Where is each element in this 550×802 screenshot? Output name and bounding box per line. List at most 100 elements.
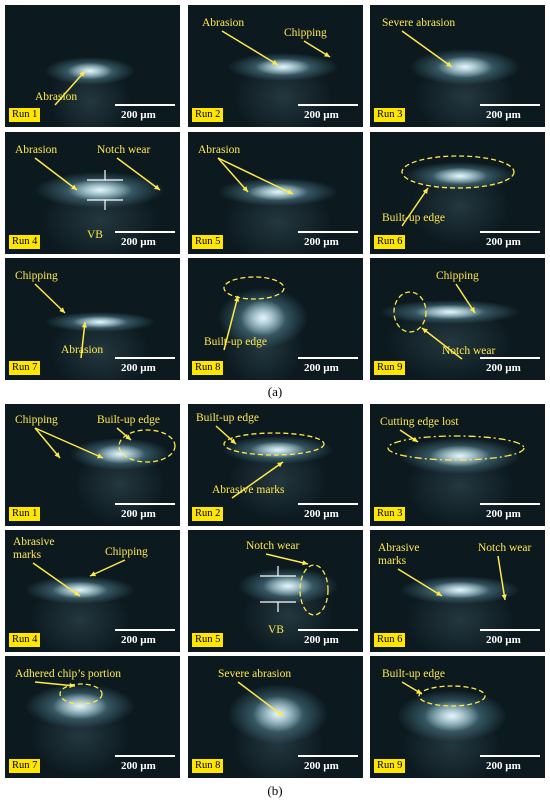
- scale-label: 200 µm: [486, 236, 521, 248]
- micrograph: Built-up edge 200 µm Run 8: [188, 258, 363, 380]
- arrow-head: [277, 462, 283, 468]
- arrow-head: [230, 438, 236, 444]
- micrograph: Abrasion Notch wear VB 200 µm Run 4: [5, 132, 180, 254]
- scale-label: 200 µm: [121, 760, 156, 772]
- scale-label: 200 µm: [304, 634, 339, 646]
- scale-label: 200 µm: [486, 760, 521, 772]
- run-label: Run 5: [192, 633, 224, 647]
- annotation: Abrasive marks: [13, 536, 55, 561]
- micrograph: Cutting edge lost 200 µm Run 3: [370, 404, 545, 526]
- arrow-head: [272, 59, 278, 65]
- overlay: [223, 276, 358, 359]
- arrow-head: [59, 307, 65, 313]
- overlay: [34, 681, 175, 757]
- micrograph: Chipping Abrasion 200 µm Run 7: [5, 258, 180, 380]
- scale-label: 200 µm: [486, 362, 521, 374]
- annotation: Notch wear: [246, 540, 300, 552]
- arrow-head: [154, 184, 160, 190]
- arrow-head: [97, 453, 103, 459]
- highlight-ellipse: [299, 564, 329, 616]
- annotation: Built-up edge: [204, 336, 267, 348]
- arrow-head: [446, 61, 452, 67]
- arrow-line: [221, 30, 279, 66]
- arrow-line: [89, 559, 126, 577]
- annotation: Abrasive marks: [378, 542, 420, 567]
- scale-label: 200 µm: [486, 109, 521, 121]
- micrograph: Severe abrasion 200 µm Run 3: [370, 5, 545, 127]
- run-label: Run 6: [374, 633, 406, 647]
- annotation: Abrasion: [15, 144, 58, 156]
- arrow-head: [436, 590, 442, 596]
- overlay: [401, 30, 540, 106]
- arrow-line: [455, 283, 476, 314]
- overlay: [32, 559, 175, 631]
- run-label: Run 4: [9, 633, 41, 647]
- arrow-head: [125, 434, 131, 440]
- micrograph: Adhered chip’s portion 200 µm Run 7: [5, 656, 180, 778]
- arrow-line: [54, 70, 86, 106]
- arrow-line: [34, 681, 76, 687]
- arrow-line: [397, 568, 443, 597]
- annotation: Chipping: [15, 270, 58, 282]
- overlay: [34, 427, 176, 505]
- arrow-line: [265, 553, 309, 565]
- overlay: [221, 30, 358, 106]
- scale-label: 200 µm: [304, 236, 339, 248]
- highlight-ellipse: [387, 435, 525, 461]
- micrograph: Chipping Built-up edge 200 µm Run 1: [5, 404, 180, 526]
- overlay: [260, 553, 358, 631]
- scale-label: 200 µm: [121, 362, 156, 374]
- annotation: Chipping: [284, 27, 327, 39]
- annotation: Notch wear: [97, 144, 151, 156]
- micrograph: Abrasion Chipping 200 µm Run 2: [188, 5, 363, 127]
- arrow-line: [497, 555, 506, 601]
- arrow-line: [217, 157, 294, 195]
- arrow-line: [401, 187, 429, 227]
- run-label: Run 1: [9, 108, 41, 122]
- arrow-head: [422, 188, 428, 194]
- panel-caption: (b): [267, 783, 283, 798]
- annotation: Built-up edge: [382, 668, 445, 680]
- annotation: Abrasion: [61, 344, 104, 356]
- scale-label: 200 µm: [304, 508, 339, 520]
- micrograph: Notch wear VB 200 µm Run 5: [188, 530, 363, 652]
- run-label: Run 8: [192, 759, 224, 773]
- arrow-line: [116, 157, 161, 191]
- overlay: [397, 555, 540, 631]
- micrograph: Abrasion 200 µm Run 5: [188, 132, 363, 254]
- arrow-head: [79, 71, 85, 77]
- overlay: [393, 283, 540, 360]
- arrow-line: [80, 321, 86, 359]
- arrow-head: [277, 710, 283, 716]
- run-label: Run 8: [192, 361, 224, 375]
- annotation: Notch wear: [478, 542, 532, 554]
- run-label: Run 5: [192, 235, 224, 249]
- overlay: [387, 429, 540, 505]
- arrow-line: [223, 295, 239, 351]
- arrow-line: [32, 562, 81, 597]
- run-label: Run 7: [9, 361, 41, 375]
- scale-label: 200 µm: [304, 362, 339, 374]
- overlay: [215, 425, 358, 505]
- arrow-head: [81, 322, 87, 328]
- annotation: Chipping: [15, 414, 58, 426]
- arrow-line: [217, 157, 249, 193]
- annotation: Built-up edge: [382, 212, 445, 224]
- arrow-head: [71, 184, 77, 190]
- micrograph: Abrasive marks Chipping 200 µm Run 4: [5, 530, 180, 652]
- micrograph: Severe abrasion 200 µm Run 8: [188, 656, 363, 778]
- micrograph: Built-up edge Abrasive marks 200 µm Run 2: [188, 404, 363, 526]
- run-label: Run 2: [192, 507, 224, 521]
- arrow-head: [412, 436, 418, 442]
- annotation: Cutting edge lost: [380, 416, 459, 428]
- run-label: Run 9: [374, 759, 406, 773]
- highlight-ellipse: [393, 291, 427, 333]
- arrow-head: [74, 590, 80, 596]
- annotation: Severe abrasion: [382, 17, 456, 29]
- overlay: [54, 70, 175, 106]
- annotation: Notch wear: [442, 345, 496, 357]
- arrow-line: [34, 427, 104, 459]
- micrograph: Abrasion 200 µm Run 1: [5, 5, 180, 127]
- arrow-line: [34, 157, 78, 191]
- scale-label: 200 µm: [121, 634, 156, 646]
